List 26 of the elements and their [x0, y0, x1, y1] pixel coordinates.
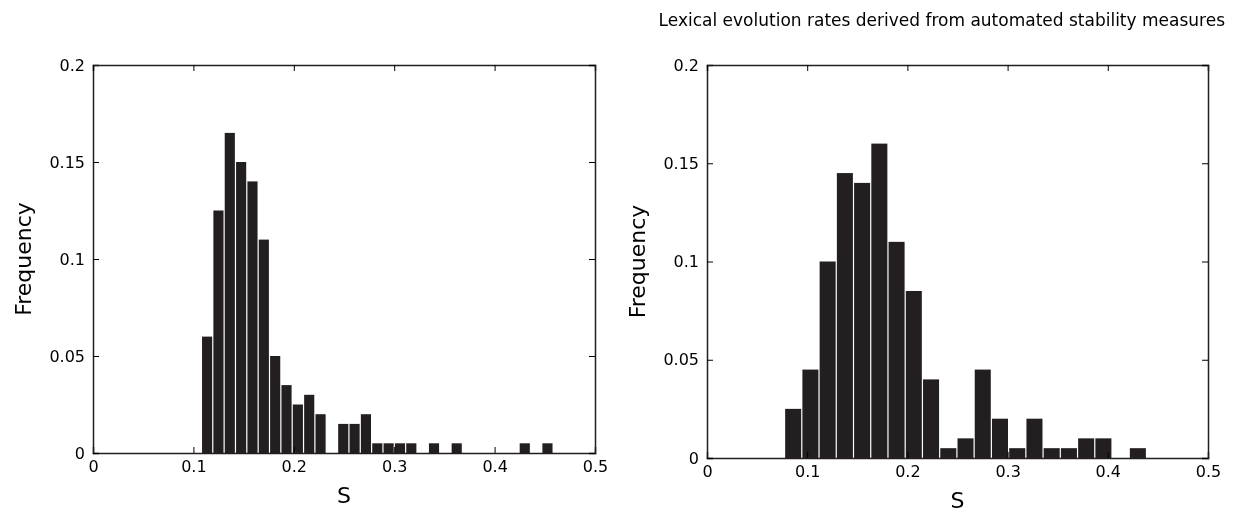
x-tick-label: 0.4 — [482, 457, 508, 477]
x-tick-label: 0.4 — [1095, 462, 1122, 482]
x-tick-label: 0.3 — [995, 462, 1021, 482]
y-tick-label: 0.05 — [49, 346, 85, 366]
y-tick-label: 0.1 — [673, 252, 699, 272]
x-tick-label: 0.5 — [582, 457, 609, 477]
y-tick-label: 0.05 — [663, 350, 699, 370]
y-tick-label: 0.2 — [59, 55, 85, 75]
x-tick-label: 0.1 — [794, 462, 821, 482]
text: Lexical evolution rates derived from automated stability measures — [658, 10, 1226, 30]
y-tick-label: 0.1 — [59, 249, 85, 269]
y-axis-title: Frequency — [625, 204, 650, 319]
x-tick-label: 0.3 — [381, 457, 408, 477]
x-tick-label: 0.5 — [1195, 462, 1222, 482]
y-tick-label: 0 — [74, 443, 85, 463]
y-tick-label: 0.15 — [663, 153, 699, 173]
x-tick-label: 0 — [88, 457, 99, 477]
x-tick-label: 0.2 — [281, 457, 308, 477]
y-tick-label: 0.2 — [673, 55, 699, 75]
x-tick-label: 0.1 — [181, 457, 207, 477]
x-tick-label: 0.2 — [895, 462, 921, 482]
x-tick-label: 0 — [702, 462, 713, 482]
y-tick-label: 0.15 — [49, 152, 85, 172]
x-axis-title: S — [950, 488, 965, 513]
y-axis-title: Frequency — [11, 202, 36, 316]
x-axis-title: S — [337, 483, 351, 508]
